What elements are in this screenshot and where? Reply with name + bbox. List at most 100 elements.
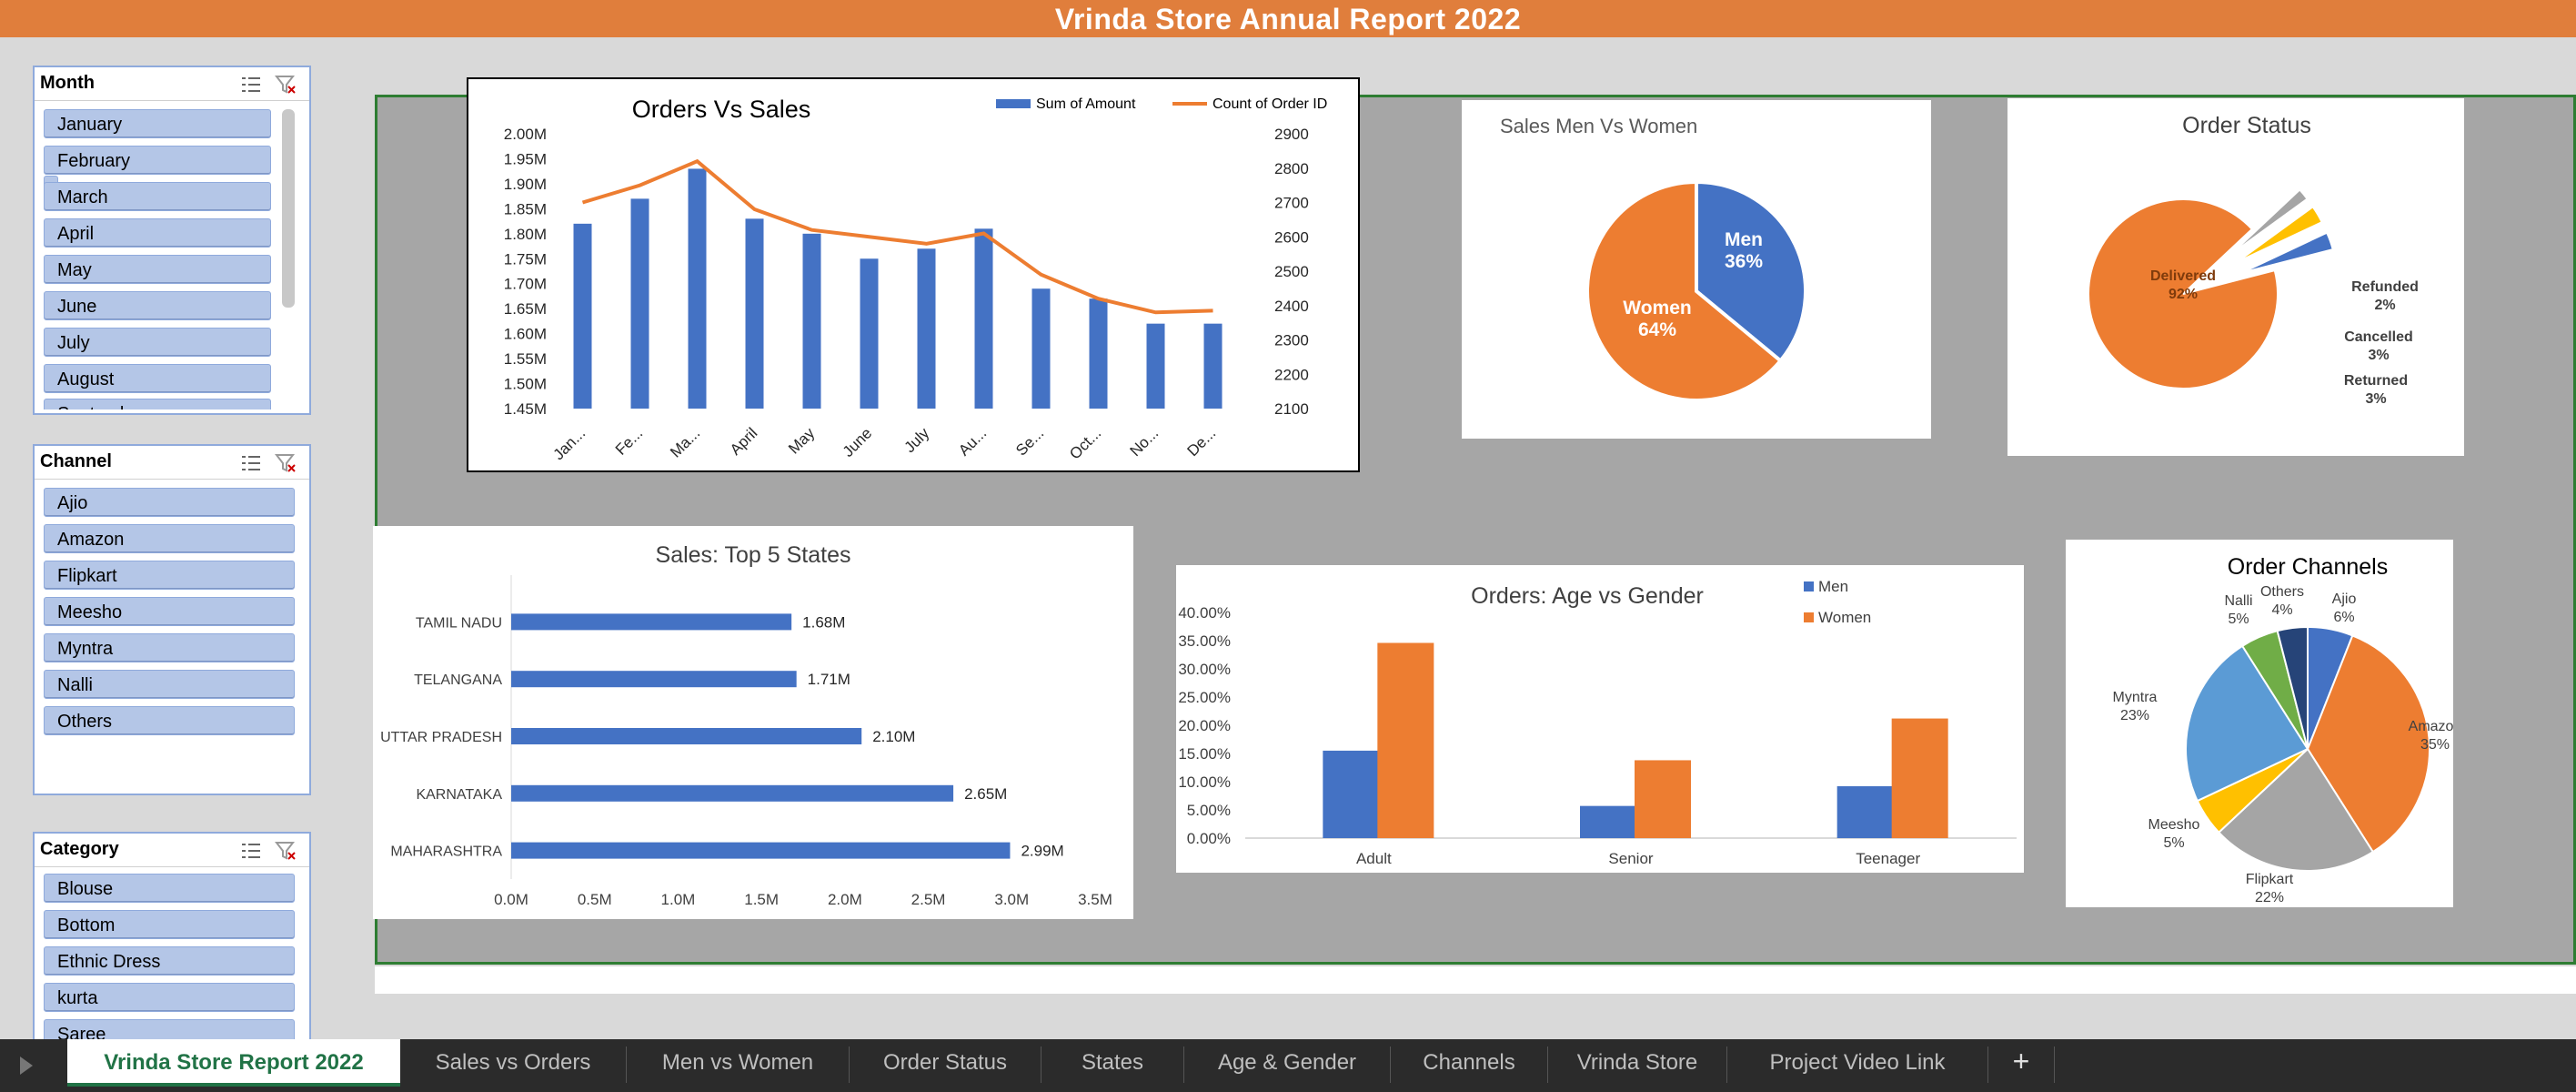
pie-slice-women: [1585, 179, 1784, 402]
slicer-item-ajio[interactable]: Ajio: [44, 488, 295, 517]
slice-label-ajio: Ajio: [2332, 592, 2357, 607]
slice-pct-amazon: 35%: [2420, 737, 2450, 753]
x-axis-tick: Jan...: [549, 424, 589, 463]
bar-jan: [573, 223, 592, 409]
multi-select-icon[interactable]: [240, 841, 262, 861]
order-status-chart[interactable]: Order Status Delivered 92% Refunded 2% Cancel…: [2007, 98, 2464, 456]
add-sheet-button[interactable]: +: [2012, 1045, 2030, 1077]
legend-label: Men: [1818, 578, 1848, 595]
x-axis-tick: June: [840, 424, 876, 460]
bar-june: [860, 258, 879, 409]
clear-filter-icon[interactable]: [275, 75, 297, 95]
data-label: 2.10M: [872, 728, 915, 745]
x-axis-tick: Ma...: [667, 424, 703, 460]
y-axis-tick: 10.00%: [1178, 774, 1231, 791]
tab-channels[interactable]: Channels: [1423, 1050, 1515, 1075]
order-channels-svg: Order Channels Ajio 6% Amazon 35% Flipkart 22%…: [2113, 554, 2462, 905]
slicer-item-april[interactable]: April: [44, 218, 271, 248]
slicer-item-july[interactable]: July: [44, 328, 271, 357]
tab-age-gender[interactable]: Age & Gender: [1217, 1050, 1357, 1075]
slice-label-delivered: Delivered: [2150, 268, 2216, 284]
slicer-item-august[interactable]: August: [44, 364, 271, 393]
slicer-item-september[interactable]: September: [44, 399, 271, 410]
y-axis-left-tick: 1.55M: [504, 350, 547, 368]
multi-select-icon[interactable]: [240, 75, 262, 95]
slicer-item-meesho[interactable]: Meesho: [44, 597, 295, 626]
pie-slice-others: [2276, 625, 2309, 750]
slicer-item-january[interactable]: January: [44, 109, 271, 138]
slice-pct-refunded: 2%: [2374, 298, 2395, 313]
top-states-chart[interactable]: Sales: Top 5 States TAMIL NADU 1.68M TELANG…: [373, 526, 1133, 919]
tab-vrinda-store-report-2022[interactable]: Vrinda Store Report 2022: [67, 1039, 400, 1087]
y-axis-left-tick: 2.00M: [504, 126, 547, 143]
legend-label: Women: [1818, 609, 1871, 626]
tab-sales-vs-orders[interactable]: Sales vs Orders: [435, 1050, 591, 1075]
age-gender-svg: Orders: Age vs Gender 0.00% 5.00% 10.00% 15.…: [1178, 578, 2017, 867]
slicer-item-saree[interactable]: Saree: [44, 1019, 295, 1039]
bar-uttar-pradesh: [511, 728, 862, 744]
slicer-item-march[interactable]: March: [44, 182, 271, 211]
clear-filter-icon[interactable]: [275, 453, 297, 473]
slice-label-meesho: Meesho: [2148, 817, 2200, 833]
slice-pct-myntra: 23%: [2120, 708, 2149, 723]
slicer-item-nalli[interactable]: Nalli: [44, 670, 295, 699]
sheet-tab-bar: Vrinda Store Report 2022 Sales vs Orders…: [0, 1039, 2576, 1092]
month-slicer-scrollbar[interactable]: [282, 109, 295, 308]
order-channels-chart[interactable]: Order Channels Ajio 6% Amazon 35% Flipkart 22%…: [2066, 540, 2462, 907]
tab-project-video-link[interactable]: Project Video Link: [1769, 1050, 1946, 1075]
y-axis-tick: 5.00%: [1187, 802, 1231, 819]
slicer-item-bottom[interactable]: Bottom: [44, 910, 295, 939]
slice-pct-delivered: 92%: [2168, 287, 2198, 302]
pie-slice-refunded: [2229, 188, 2309, 256]
x-axis-tick: 3.5M: [1078, 891, 1112, 908]
multi-select-icon[interactable]: [240, 453, 262, 473]
pie-slice-cancelled: [2235, 205, 2323, 264]
y-axis-left-tick: 1.95M: [504, 150, 547, 167]
slice-label-myntra: Myntra: [2113, 690, 2158, 705]
x-axis-tick: Fe...: [612, 424, 646, 458]
y-axis-tick: 25.00%: [1178, 689, 1231, 706]
x-axis-tick: July: [901, 424, 933, 456]
pie-slice-amazon: [2306, 634, 2430, 854]
y-axis-tick: 20.00%: [1178, 717, 1231, 734]
tab-order-status[interactable]: Order Status: [882, 1050, 1008, 1075]
pie-slice-men: [1695, 179, 1807, 364]
sales-men-women-chart[interactable]: Sales Men Vs Women Men 36% Women 64%: [1462, 100, 1931, 439]
play-icon[interactable]: [18, 1056, 35, 1076]
x-axis-tick: April: [727, 424, 760, 458]
bar-au: [974, 228, 993, 409]
y-axis-right-tick: 2200: [1274, 366, 1309, 383]
channel-slicer: Channel Ajio Amazon Flipkart Meesho Mynt…: [33, 444, 311, 795]
slice-pct-nalli: 5%: [2228, 612, 2249, 627]
x-axis-tick: May: [785, 424, 818, 457]
slice-pct-meesho: 5%: [2163, 835, 2184, 851]
slicer-item-ethnic-dress[interactable]: Ethnic Dress: [44, 946, 295, 976]
slicer-item-may[interactable]: May: [44, 255, 271, 284]
bar-no: [1146, 323, 1165, 409]
tab-states[interactable]: States: [1081, 1050, 1144, 1075]
slicer-item-flipkart[interactable]: Flipkart: [44, 561, 295, 590]
age-gender-chart[interactable]: Orders: Age vs Gender 0.00% 5.00% 10.00% 15.…: [1176, 565, 2024, 873]
slicer-item-myntra[interactable]: Myntra: [44, 633, 295, 662]
y-axis-left-tick: 1.90M: [504, 176, 547, 193]
x-axis-tick: 2.5M: [911, 891, 946, 908]
category-slicer: Category Blouse Bottom Ethnic Dress kurt…: [33, 832, 311, 1045]
orders-vs-sales-chart[interactable]: Orders Vs Sales 2.00M 1.95M 1.90M 1.85M 1.80M…: [467, 77, 1360, 472]
bar-men-teenager: [1836, 785, 1894, 838]
slicer-item-amazon[interactable]: Amazon: [44, 524, 295, 553]
bar-karnataka: [511, 784, 954, 802]
slicer-item-blouse[interactable]: Blouse: [44, 874, 295, 903]
slicer-item-june[interactable]: June: [44, 291, 271, 320]
y-axis-left-tick: 1.50M: [504, 376, 547, 393]
slicer-item-others[interactable]: Others: [44, 706, 295, 735]
slicer-item-february[interactable]: February: [44, 146, 271, 175]
sheet-background: [375, 966, 2576, 994]
y-axis-left-tick: 1.75M: [504, 250, 547, 268]
report-title-bar: Vrinda Store Annual Report 2022: [0, 0, 2576, 37]
chart-title: Orders: Age vs Gender: [1471, 583, 1704, 609]
tab-vrinda-store[interactable]: Vrinda Store: [1576, 1050, 1698, 1075]
slicer-item-kurta[interactable]: kurta: [44, 983, 295, 1012]
x-axis-tick: 0.5M: [578, 891, 612, 908]
tab-men-vs-women[interactable]: Men vs Women: [661, 1050, 814, 1075]
clear-filter-icon[interactable]: [275, 841, 297, 861]
